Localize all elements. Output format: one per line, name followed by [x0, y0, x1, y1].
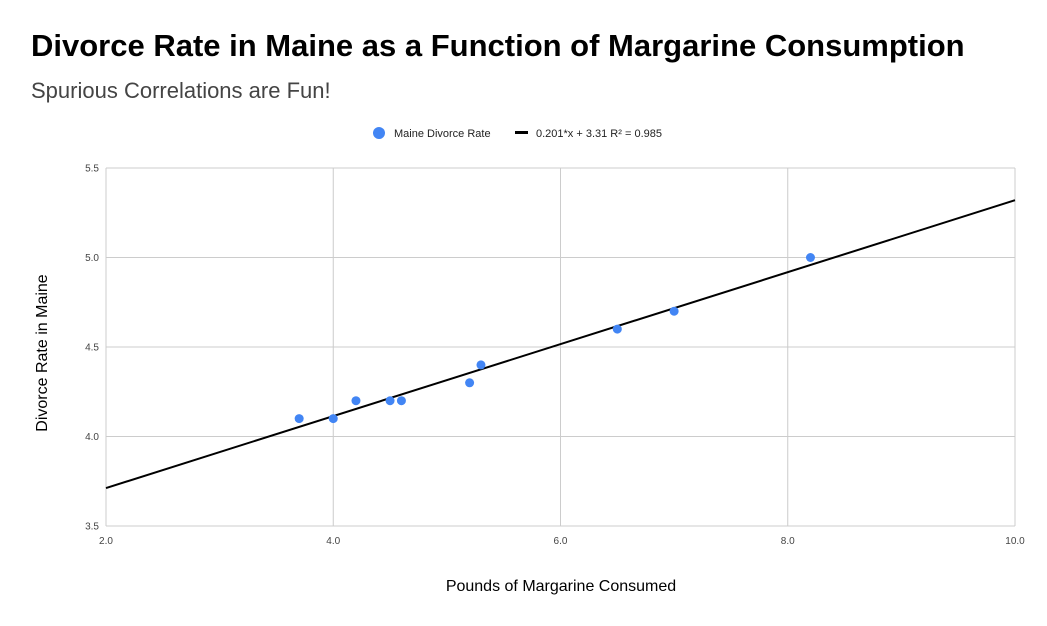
data-point — [294, 414, 304, 424]
legend-trendline-marker — [515, 131, 528, 134]
x-tick-label: 8.0 — [781, 536, 795, 547]
legend-series-label: Maine Divorce Rate — [394, 128, 491, 140]
data-point — [669, 306, 679, 316]
data-points — [294, 253, 815, 424]
legend: Maine Divorce Rate 0.201*x + 3.31 R² = 0… — [373, 127, 662, 140]
data-point — [805, 253, 815, 262]
x-tick-label: 6.0 — [554, 536, 568, 547]
chart-subtitle: Spurious Correlations are Fun! — [31, 78, 331, 103]
y-tick-label: 3.5 — [85, 522, 99, 533]
trendline-layer — [105, 199, 1016, 490]
y-axis-label: Divorce Rate in Maine — [34, 274, 51, 432]
chart-title: Divorce Rate in Maine as a Function of M… — [31, 28, 965, 63]
legend-trendline-label: 0.201*x + 3.31 R² = 0.985 — [536, 128, 662, 140]
data-point — [476, 360, 486, 370]
tick-labels: 2.0 4.0 6.0 8.0 10.0 3.5 4.0 4.5 5.0 5.5 — [85, 164, 1025, 548]
data-point — [385, 396, 395, 406]
x-axis-label: Pounds of Margarine Consumed — [446, 578, 676, 595]
data-point — [396, 396, 406, 406]
legend-series-marker — [373, 127, 385, 139]
y-tick-label: 5.0 — [85, 253, 99, 264]
y-tick-label: 4.0 — [85, 432, 99, 443]
data-point — [328, 414, 338, 424]
x-tick-label: 2.0 — [99, 536, 113, 547]
y-tick-label: 5.5 — [85, 164, 99, 175]
data-point — [612, 324, 622, 334]
x-tick-label: 10.0 — [1005, 536, 1025, 547]
y-tick-label: 4.5 — [85, 343, 99, 354]
data-point — [351, 396, 361, 406]
gridlines — [105, 167, 1016, 527]
data-point — [465, 378, 475, 388]
trendline — [105, 199, 1016, 490]
x-tick-label: 4.0 — [326, 536, 340, 547]
